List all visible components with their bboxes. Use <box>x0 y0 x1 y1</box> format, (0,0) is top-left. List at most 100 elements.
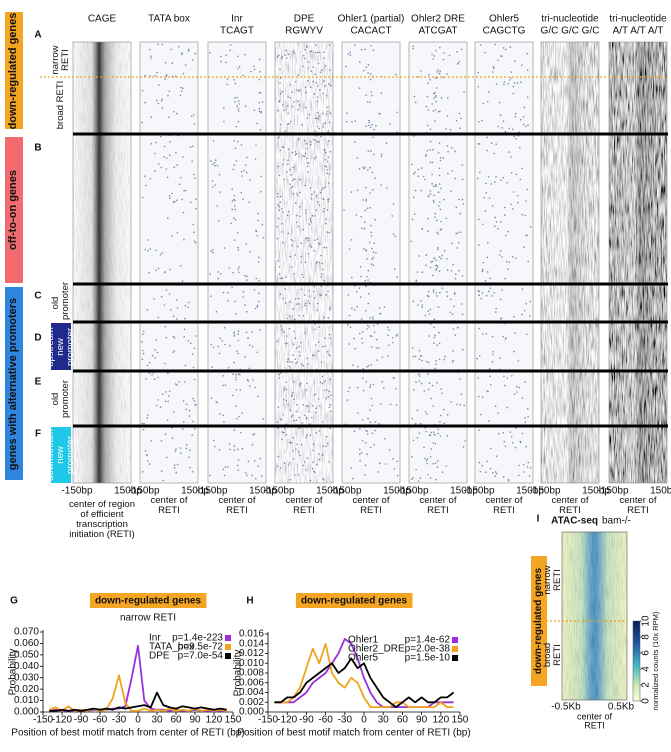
motif-dot <box>318 127 321 130</box>
heatmap-frame <box>207 41 267 484</box>
motif-dot <box>320 285 323 288</box>
motif-dot <box>287 112 289 115</box>
motif-dot <box>377 347 380 349</box>
motif-dot <box>237 55 239 58</box>
motif-dot <box>306 434 308 436</box>
motif-dot <box>190 115 193 118</box>
motif-dot <box>506 182 509 184</box>
panel-letter: C <box>34 291 41 302</box>
motif-dot <box>277 427 279 429</box>
motif-dot <box>234 218 237 221</box>
motif-dot <box>524 309 526 312</box>
motif-dot <box>482 223 484 226</box>
motif-dot <box>304 261 307 264</box>
motif-dot <box>292 354 294 356</box>
motif-dot <box>177 45 180 48</box>
motif-dot <box>442 76 445 79</box>
motif-dot <box>147 250 149 252</box>
motif-dot <box>324 165 327 167</box>
motif-dot <box>221 340 223 342</box>
motif-dot <box>441 254 444 257</box>
row-label-box <box>51 427 71 483</box>
motif-dot <box>456 247 459 249</box>
motif-dot <box>307 162 309 165</box>
motif-dot <box>192 397 194 400</box>
motif-dot <box>307 252 310 255</box>
motif-dot <box>384 463 387 465</box>
motif-dot <box>242 290 245 293</box>
motif-dot <box>412 300 415 303</box>
motif-dot <box>168 116 170 118</box>
motif-dot <box>362 368 365 370</box>
motif-dot <box>293 318 296 321</box>
motif-dot <box>261 223 264 226</box>
motif-dot <box>366 366 368 368</box>
motif-dot <box>367 417 369 420</box>
motif-dot <box>324 122 327 124</box>
motif-dot <box>277 217 280 220</box>
motif-dot <box>428 313 431 315</box>
heatmap-frame <box>608 41 668 484</box>
motif-dot <box>307 61 310 63</box>
motif-dot <box>181 52 183 54</box>
motif-dot <box>327 198 329 201</box>
motif-dot <box>495 311 497 313</box>
motif-dot <box>389 403 392 406</box>
motif-dot <box>525 125 527 128</box>
motif-dot <box>412 439 415 442</box>
cage-heatmap-signal <box>73 42 131 483</box>
motif-dot <box>504 445 507 448</box>
motif-dot <box>150 116 153 118</box>
motif-dot <box>321 268 324 271</box>
motif-dot <box>302 54 305 57</box>
motif-dots <box>209 44 265 480</box>
motif-dot <box>438 72 441 75</box>
motif-dot <box>362 377 364 380</box>
motif-dot <box>497 228 499 230</box>
motif-dot <box>375 124 377 127</box>
motif-dot <box>215 401 217 403</box>
motif-dot <box>218 449 221 451</box>
motif-dot <box>520 81 522 83</box>
legend-pvalue: p=1.5e-10 <box>405 653 451 664</box>
motif-dot <box>293 101 295 103</box>
x-axis-left-label: -150bp <box>330 486 362 497</box>
motif-dot <box>359 61 361 63</box>
motif-dot <box>347 390 349 393</box>
motif-dot <box>428 335 431 337</box>
motif-dot <box>427 361 430 364</box>
motif-dot <box>234 405 237 407</box>
motif-dot <box>512 92 515 95</box>
motif-dot <box>279 467 282 469</box>
motif-dot <box>251 444 254 446</box>
motif-dot <box>492 71 494 73</box>
motif-dot <box>445 128 448 130</box>
motif-dot <box>174 383 177 385</box>
motif-dot <box>214 184 216 186</box>
motif-dot <box>383 306 386 308</box>
motif-dot <box>252 379 254 381</box>
motif-dot <box>312 461 314 464</box>
motif-dot <box>176 463 179 466</box>
motif-dot <box>526 234 528 237</box>
motif-dot <box>287 232 290 235</box>
motif-dot <box>192 420 194 423</box>
motif-dot <box>278 136 280 138</box>
motif-dot <box>168 293 171 295</box>
motif-dot <box>307 300 310 302</box>
motif-dot <box>421 304 424 306</box>
panel-letter: I <box>537 514 540 525</box>
motif-dot <box>284 54 286 56</box>
motif-dot <box>222 468 225 471</box>
motif-dot <box>300 288 303 291</box>
motif-dot <box>441 287 444 290</box>
motif-dot <box>318 115 320 117</box>
motif-dot <box>299 454 301 456</box>
motif-dot <box>285 276 287 278</box>
motif-dot <box>309 141 312 143</box>
motif-dot <box>518 386 521 389</box>
motif-dot <box>318 453 320 455</box>
motif-dot <box>308 289 311 292</box>
motif-dot <box>319 71 322 74</box>
motif-dot <box>481 464 484 467</box>
